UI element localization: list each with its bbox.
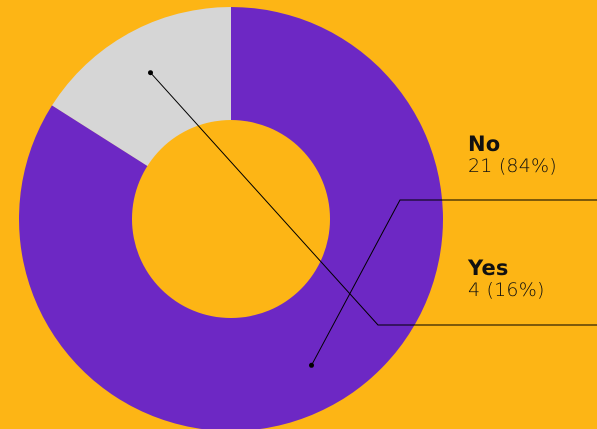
leader-line-no: [311, 199, 597, 366]
slice-label-no-value: 21 (84%): [468, 155, 557, 177]
slice-label-no: No 21 (84%): [468, 134, 557, 176]
slice-no: [18, 7, 443, 429]
leader-dot-yes: [148, 70, 153, 76]
slice-label-yes-value: 4 (16%): [468, 279, 545, 301]
leader-dot-no: [309, 362, 314, 368]
leader-line-yes: [150, 72, 597, 326]
donut-hole: [132, 120, 330, 318]
slice-label-yes-name: Yes: [468, 256, 509, 280]
slice-label-yes: Yes 4 (16%): [468, 258, 545, 300]
slice-label-no-name: No: [468, 132, 501, 156]
leaders-layer: [148, 70, 597, 368]
